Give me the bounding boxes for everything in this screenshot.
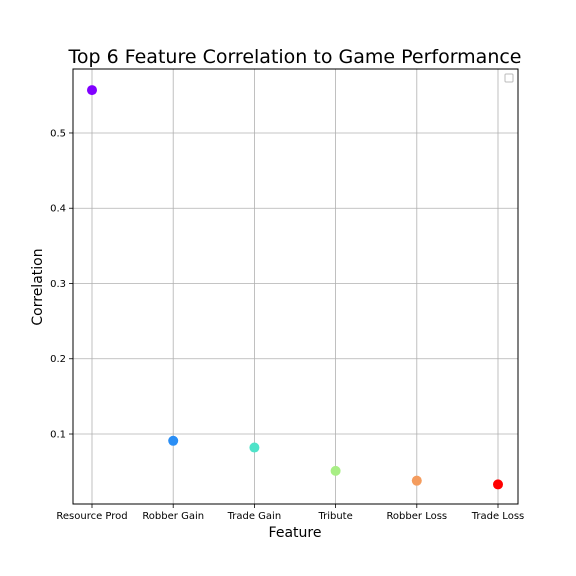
x-axis-ticks: Resource Prod Robber Gain Trade Gain Tribut…: [56, 504, 524, 522]
plot-frame: [72, 68, 519, 505]
y-tick-label: 0.3: [50, 279, 66, 290]
data-point: [249, 442, 260, 453]
y-axis-label: Correlation: [30, 248, 46, 325]
y-tick-label: 0.1: [50, 430, 66, 441]
y-tick-label: 0.5: [50, 128, 66, 139]
x-axis-label: Feature: [269, 525, 322, 541]
chart-title: Top 6 Feature Correlation to Game Perfor…: [68, 46, 522, 68]
y-tick-label: 0.4: [50, 204, 66, 215]
data-point: [493, 479, 503, 490]
grid: [73, 69, 518, 504]
legend-box: [504, 73, 514, 83]
x-tick-label: Trade Loss: [471, 511, 525, 522]
x-tick-label: Robber Gain: [142, 511, 204, 522]
data-point: [168, 435, 179, 446]
x-tick-label: Trade Gain: [227, 511, 282, 522]
x-tick-label: Tribute: [317, 511, 352, 522]
y-axis-ticks: 0.1 0.2 0.3 0.4 0.5: [50, 128, 73, 441]
y-tick-label: 0.2: [50, 354, 66, 365]
data-points: [87, 85, 503, 490]
data-point: [87, 85, 97, 96]
data-point: [411, 475, 422, 486]
x-tick-label: Resource Prod: [56, 511, 127, 522]
x-tick-label: Robber Loss: [386, 511, 447, 522]
data-point: [330, 465, 341, 476]
